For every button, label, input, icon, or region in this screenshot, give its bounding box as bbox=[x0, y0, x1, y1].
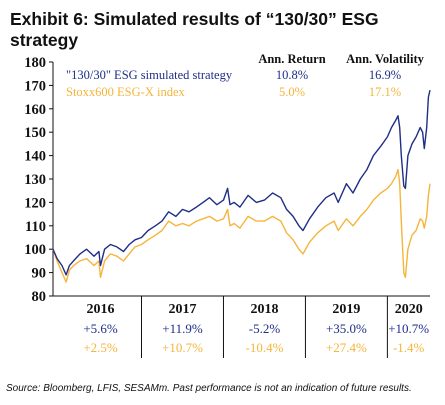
legend-ann-return: 10.8% bbox=[276, 68, 308, 82]
legend-ann-volatility: 17.1% bbox=[369, 85, 401, 99]
y-tick-label: 90 bbox=[32, 266, 47, 282]
y-tick-label: 80 bbox=[32, 289, 47, 305]
x-tick-label: 2019 bbox=[332, 302, 360, 317]
stats-header-return: Ann. Return bbox=[258, 52, 325, 66]
legend-label: "130/30" ESG simulated strategy bbox=[66, 68, 233, 82]
y-tick-label: 150 bbox=[24, 125, 46, 141]
strategy-line bbox=[52, 89, 431, 276]
y-tick-label: 100 bbox=[24, 242, 46, 258]
legend-ann-return: 5.0% bbox=[279, 85, 305, 99]
x-tick-label: 2017 bbox=[168, 302, 196, 317]
source-note: Source: Bloomberg, LFIS, SESAMm. Past pe… bbox=[6, 383, 412, 394]
y-tick-label: 180 bbox=[24, 55, 46, 71]
yearly-return-label: +10.7% bbox=[388, 321, 429, 336]
yearly-return-label: -10.4% bbox=[245, 340, 283, 355]
yearly-return-label: +11.9% bbox=[162, 321, 203, 336]
x-tick-label: 2018 bbox=[250, 302, 278, 317]
yearly-return-label: -1.4% bbox=[393, 340, 425, 355]
y-tick-label: 120 bbox=[24, 195, 46, 211]
chart-title: Exhibit 6: Simulated results of “130/30”… bbox=[10, 9, 379, 50]
yearly-return-label: +27.4% bbox=[326, 340, 367, 355]
y-tick-label: 130 bbox=[24, 172, 46, 188]
legend-ann-volatility: 16.9% bbox=[369, 68, 401, 82]
yearly-return-label: +10.7% bbox=[162, 340, 203, 355]
y-tick-label: 160 bbox=[24, 102, 46, 118]
legend-label: Stoxx600 ESG-X index bbox=[66, 85, 186, 99]
stats-header-volatility: Ann. Volatility bbox=[346, 52, 425, 66]
yearly-return-label: +35.0% bbox=[326, 321, 367, 336]
y-tick-label: 170 bbox=[24, 78, 46, 94]
yearly-return-label: -5.2% bbox=[249, 321, 281, 336]
y-tick-label: 110 bbox=[25, 219, 46, 235]
x-tick-label: 2020 bbox=[395, 302, 423, 317]
index-line bbox=[52, 168, 431, 283]
y-tick-label: 140 bbox=[24, 149, 46, 165]
yearly-return-label: +5.6% bbox=[83, 321, 118, 336]
yearly-return-label: +2.5% bbox=[83, 340, 118, 355]
chart-svg: 80 90 100 110 120 130 140 150 160 170 180 Ann. Retu… bbox=[24, 52, 431, 358]
x-tick-label: 2016 bbox=[87, 302, 115, 317]
